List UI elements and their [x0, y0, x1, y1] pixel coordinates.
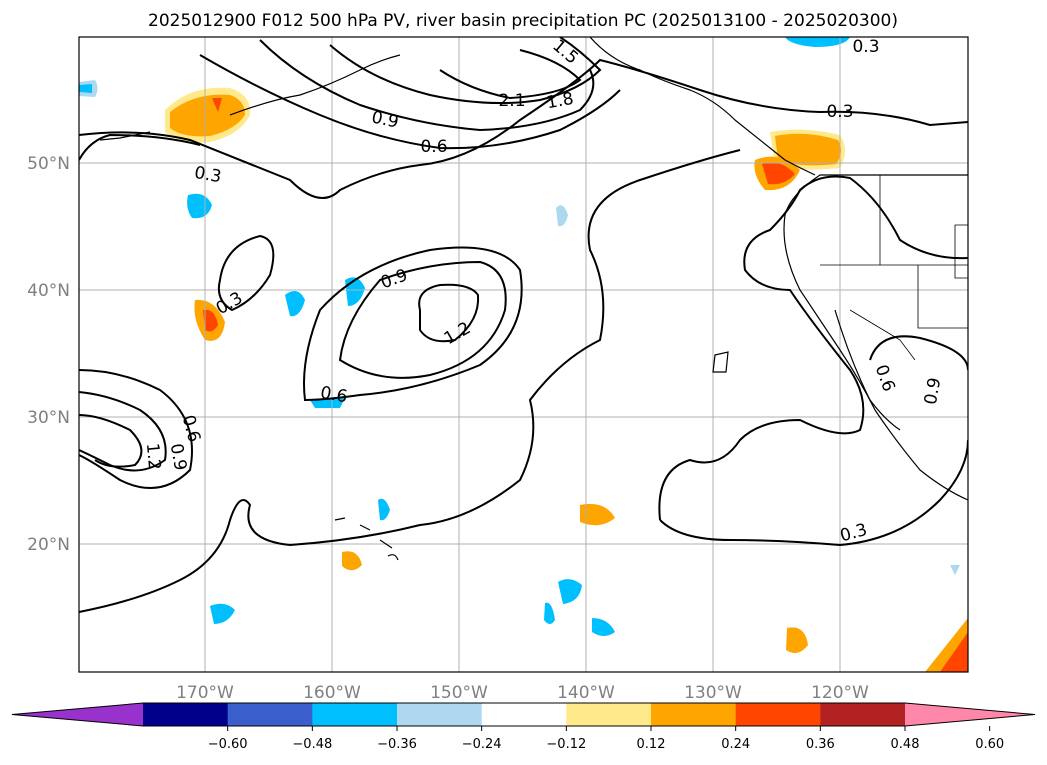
colorbar: [11, 702, 1036, 727]
contour-label: 0.3: [852, 37, 879, 57]
colorbar-extend-high: [905, 703, 1035, 726]
pv-contours: [79, 37, 968, 613]
colorbar-segment: [481, 703, 567, 726]
colorbar-tick-label: 0.60: [975, 737, 1004, 752]
colorbar-segment: [735, 703, 821, 726]
colorbar-segment: [651, 703, 737, 726]
contour-label: 1.8: [545, 89, 575, 113]
lon-tick-label: 150°W: [430, 683, 488, 703]
colorbar-segment: [312, 703, 398, 726]
figure-title: 2025012900 F012 500 hPa PV, river basin …: [148, 11, 898, 31]
colorbar-tick-label: −0.12: [546, 737, 586, 752]
colorbar-tick-label: −0.60: [208, 737, 248, 752]
colorbar-extend-low: [12, 703, 143, 726]
lon-tick-label: 160°W: [303, 683, 361, 703]
contour-label: 0.6: [420, 137, 447, 157]
contour-label: 2.1: [498, 91, 525, 111]
contour-label: 0.3: [826, 102, 853, 122]
colorbar-ticks: −0.60 −0.48 −0.36 −0.24 −0.12 0.12 0.24 0.36 0.4…: [208, 726, 1004, 752]
contour-label: 0.9: [166, 442, 190, 472]
colorbar-segment: [227, 703, 313, 726]
lat-tick-label: 20°N: [27, 535, 70, 555]
colorbar-tick-label: 0.48: [891, 737, 920, 752]
colorbar-segment: [820, 703, 906, 726]
political-borders: [820, 175, 968, 361]
contour-label: 1.2: [142, 442, 164, 471]
lat-tick-label: 50°N: [27, 154, 70, 174]
lon-tick-label: 140°W: [557, 683, 615, 703]
gridlines: [79, 37, 968, 672]
lat-tick-label: 30°N: [27, 408, 70, 428]
colorbar-segment: [143, 703, 229, 726]
longitude-labels: 170°W 160°W 150°W 140°W 130°W 120°W: [176, 683, 869, 703]
colorbar-tick-label: 0.36: [806, 737, 835, 752]
contour-labels: 0.3 0.3 0.3 0.3 0.3 0.6 0.6 0.6 0.6 0.9 …: [142, 36, 945, 547]
colorbar-tick-label: 0.12: [637, 737, 666, 752]
lat-tick-label: 40°N: [27, 281, 70, 301]
lon-tick-label: 130°W: [684, 683, 742, 703]
contour-label: 0.6: [319, 383, 349, 407]
lon-tick-label: 170°W: [176, 683, 234, 703]
colorbar-segment: [397, 703, 483, 726]
precip-positive-shading: [165, 87, 968, 672]
colorbar-tick-label: −0.24: [462, 737, 502, 752]
colorbar-tick-label: −0.48: [292, 737, 332, 752]
colorbar-tick-label: 0.24: [721, 737, 750, 752]
contour-label: 0.9: [921, 376, 945, 406]
lon-tick-label: 120°W: [811, 683, 869, 703]
contour-label: 0.3: [193, 163, 223, 187]
coastlines: [99, 37, 968, 561]
colorbar-outline: [11, 702, 1036, 727]
colorbar-tick-label: −0.36: [377, 737, 417, 752]
latitude-labels: 50°N 40°N 30°N 20°N: [27, 154, 70, 555]
colorbar-segment: [566, 703, 652, 726]
map-frame: [78, 36, 969, 673]
precip-negative-shading: [79, 37, 960, 636]
